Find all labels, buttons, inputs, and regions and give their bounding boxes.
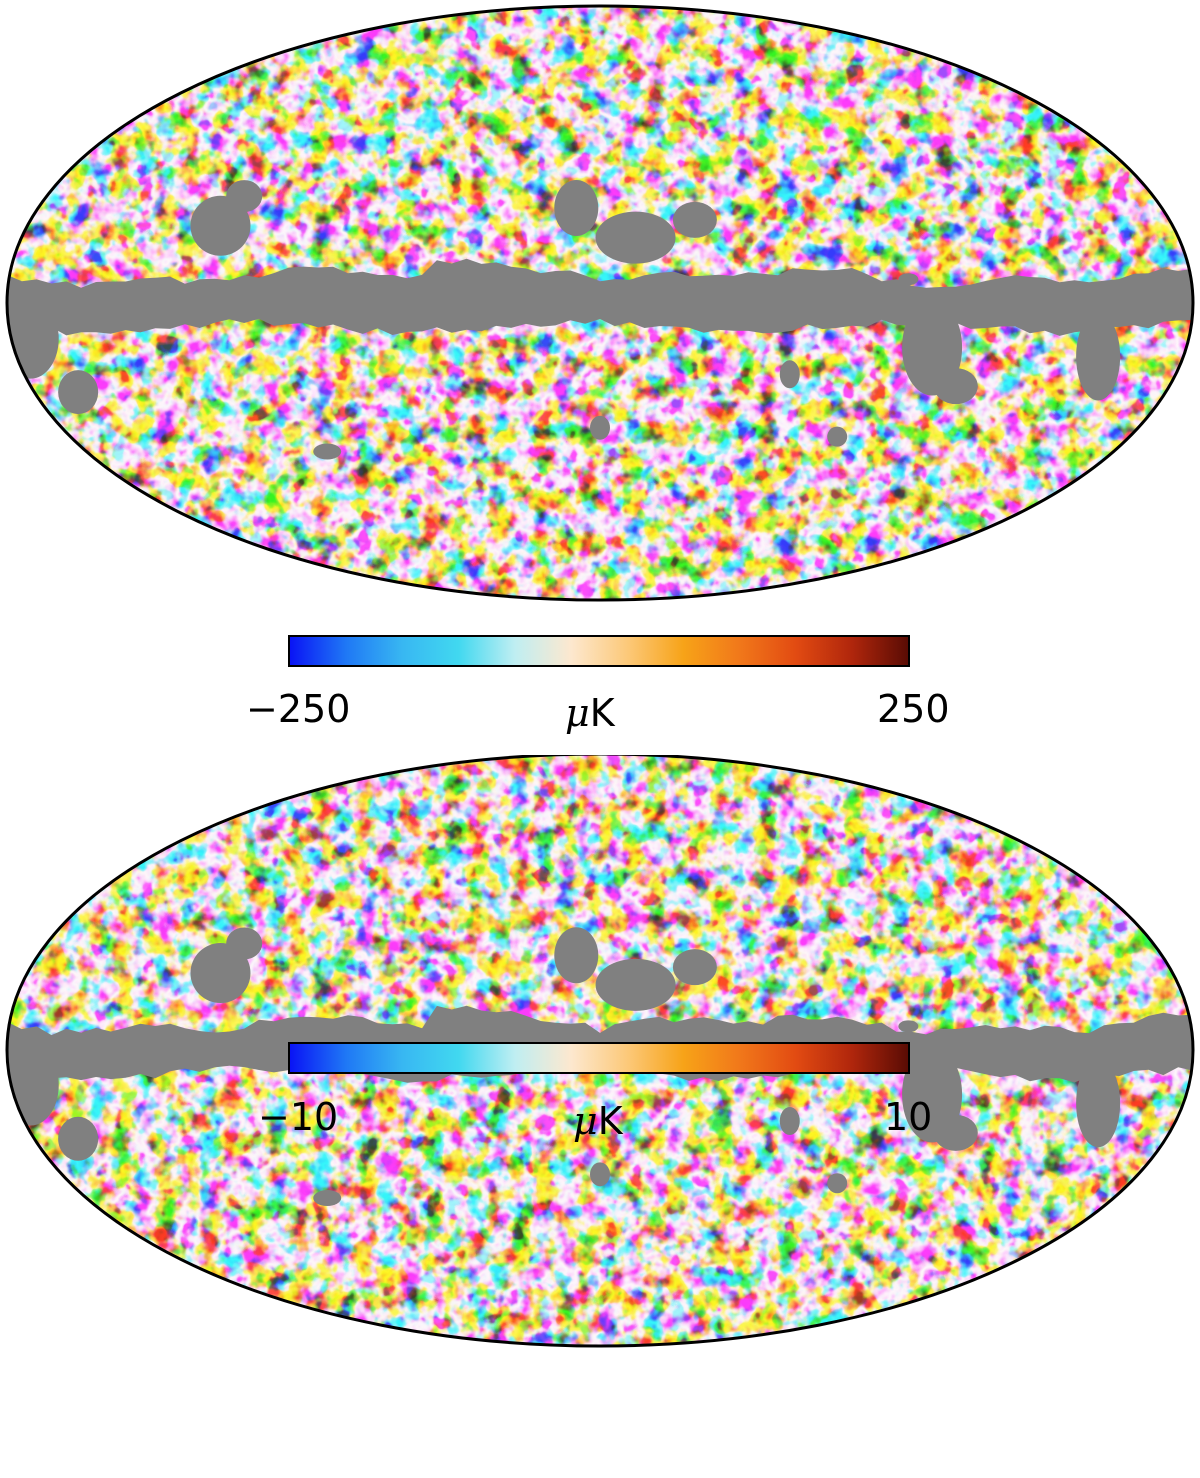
map-outline [5,4,1195,602]
point-source-mask-2 [554,179,599,236]
top-colorbar-unit-label: μK [565,694,615,732]
point-source-mask-11 [827,426,848,447]
bottom-colorbar-min-label: −10 [258,1095,339,1139]
bottom-unit-rest: K [597,1099,623,1143]
point-source-mask-2 [554,927,599,984]
point-source-mask-10 [779,1107,800,1136]
point-source-mask-4 [672,949,717,986]
galactic-plane-mask [7,258,1193,336]
point-source-mask-6 [933,368,978,405]
point-source-mask-12 [590,1162,610,1187]
point-source-mask-0 [190,195,251,256]
bottom-colorbar-unit-label: μK [573,1102,623,1140]
top-unit-rest: K [589,691,615,735]
point-source-mask-0 [190,943,251,1004]
point-source-mask-3 [595,211,676,264]
bottom-colorbar [288,1042,910,1074]
bottom-unit-mu: μ [573,1099,598,1143]
point-source-mask-14 [898,273,919,286]
sky-field [7,6,1193,600]
point-source-mask-14 [898,1020,919,1033]
point-source-mask-7 [1076,312,1121,401]
top-mollweide-map [5,4,1195,602]
point-source-mask-9 [58,370,99,415]
point-source-mask-7 [1076,1059,1121,1148]
bottom-colorbar-max-label: 10 [884,1095,933,1139]
top-colorbar-max-label: 250 [877,687,950,731]
point-source-mask-1 [226,927,263,960]
point-source-mask-13 [313,1190,342,1206]
point-source-mask-9 [58,1116,99,1161]
point-source-mask-11 [827,1173,848,1194]
top-colorbar [288,635,910,667]
top-unit-mu: μ [565,691,590,735]
point-source-mask-1 [226,180,263,213]
point-source-mask-6 [933,1114,978,1151]
point-source-mask-10 [779,360,800,389]
point-source-mask-12 [590,415,610,440]
point-source-mask-13 [313,443,342,460]
top-map-panel [0,0,1200,610]
top-colorbar-min-label: −250 [246,687,351,731]
point-source-mask-3 [595,958,676,1011]
point-source-mask-4 [672,201,717,238]
map-outline [5,755,1195,1348]
